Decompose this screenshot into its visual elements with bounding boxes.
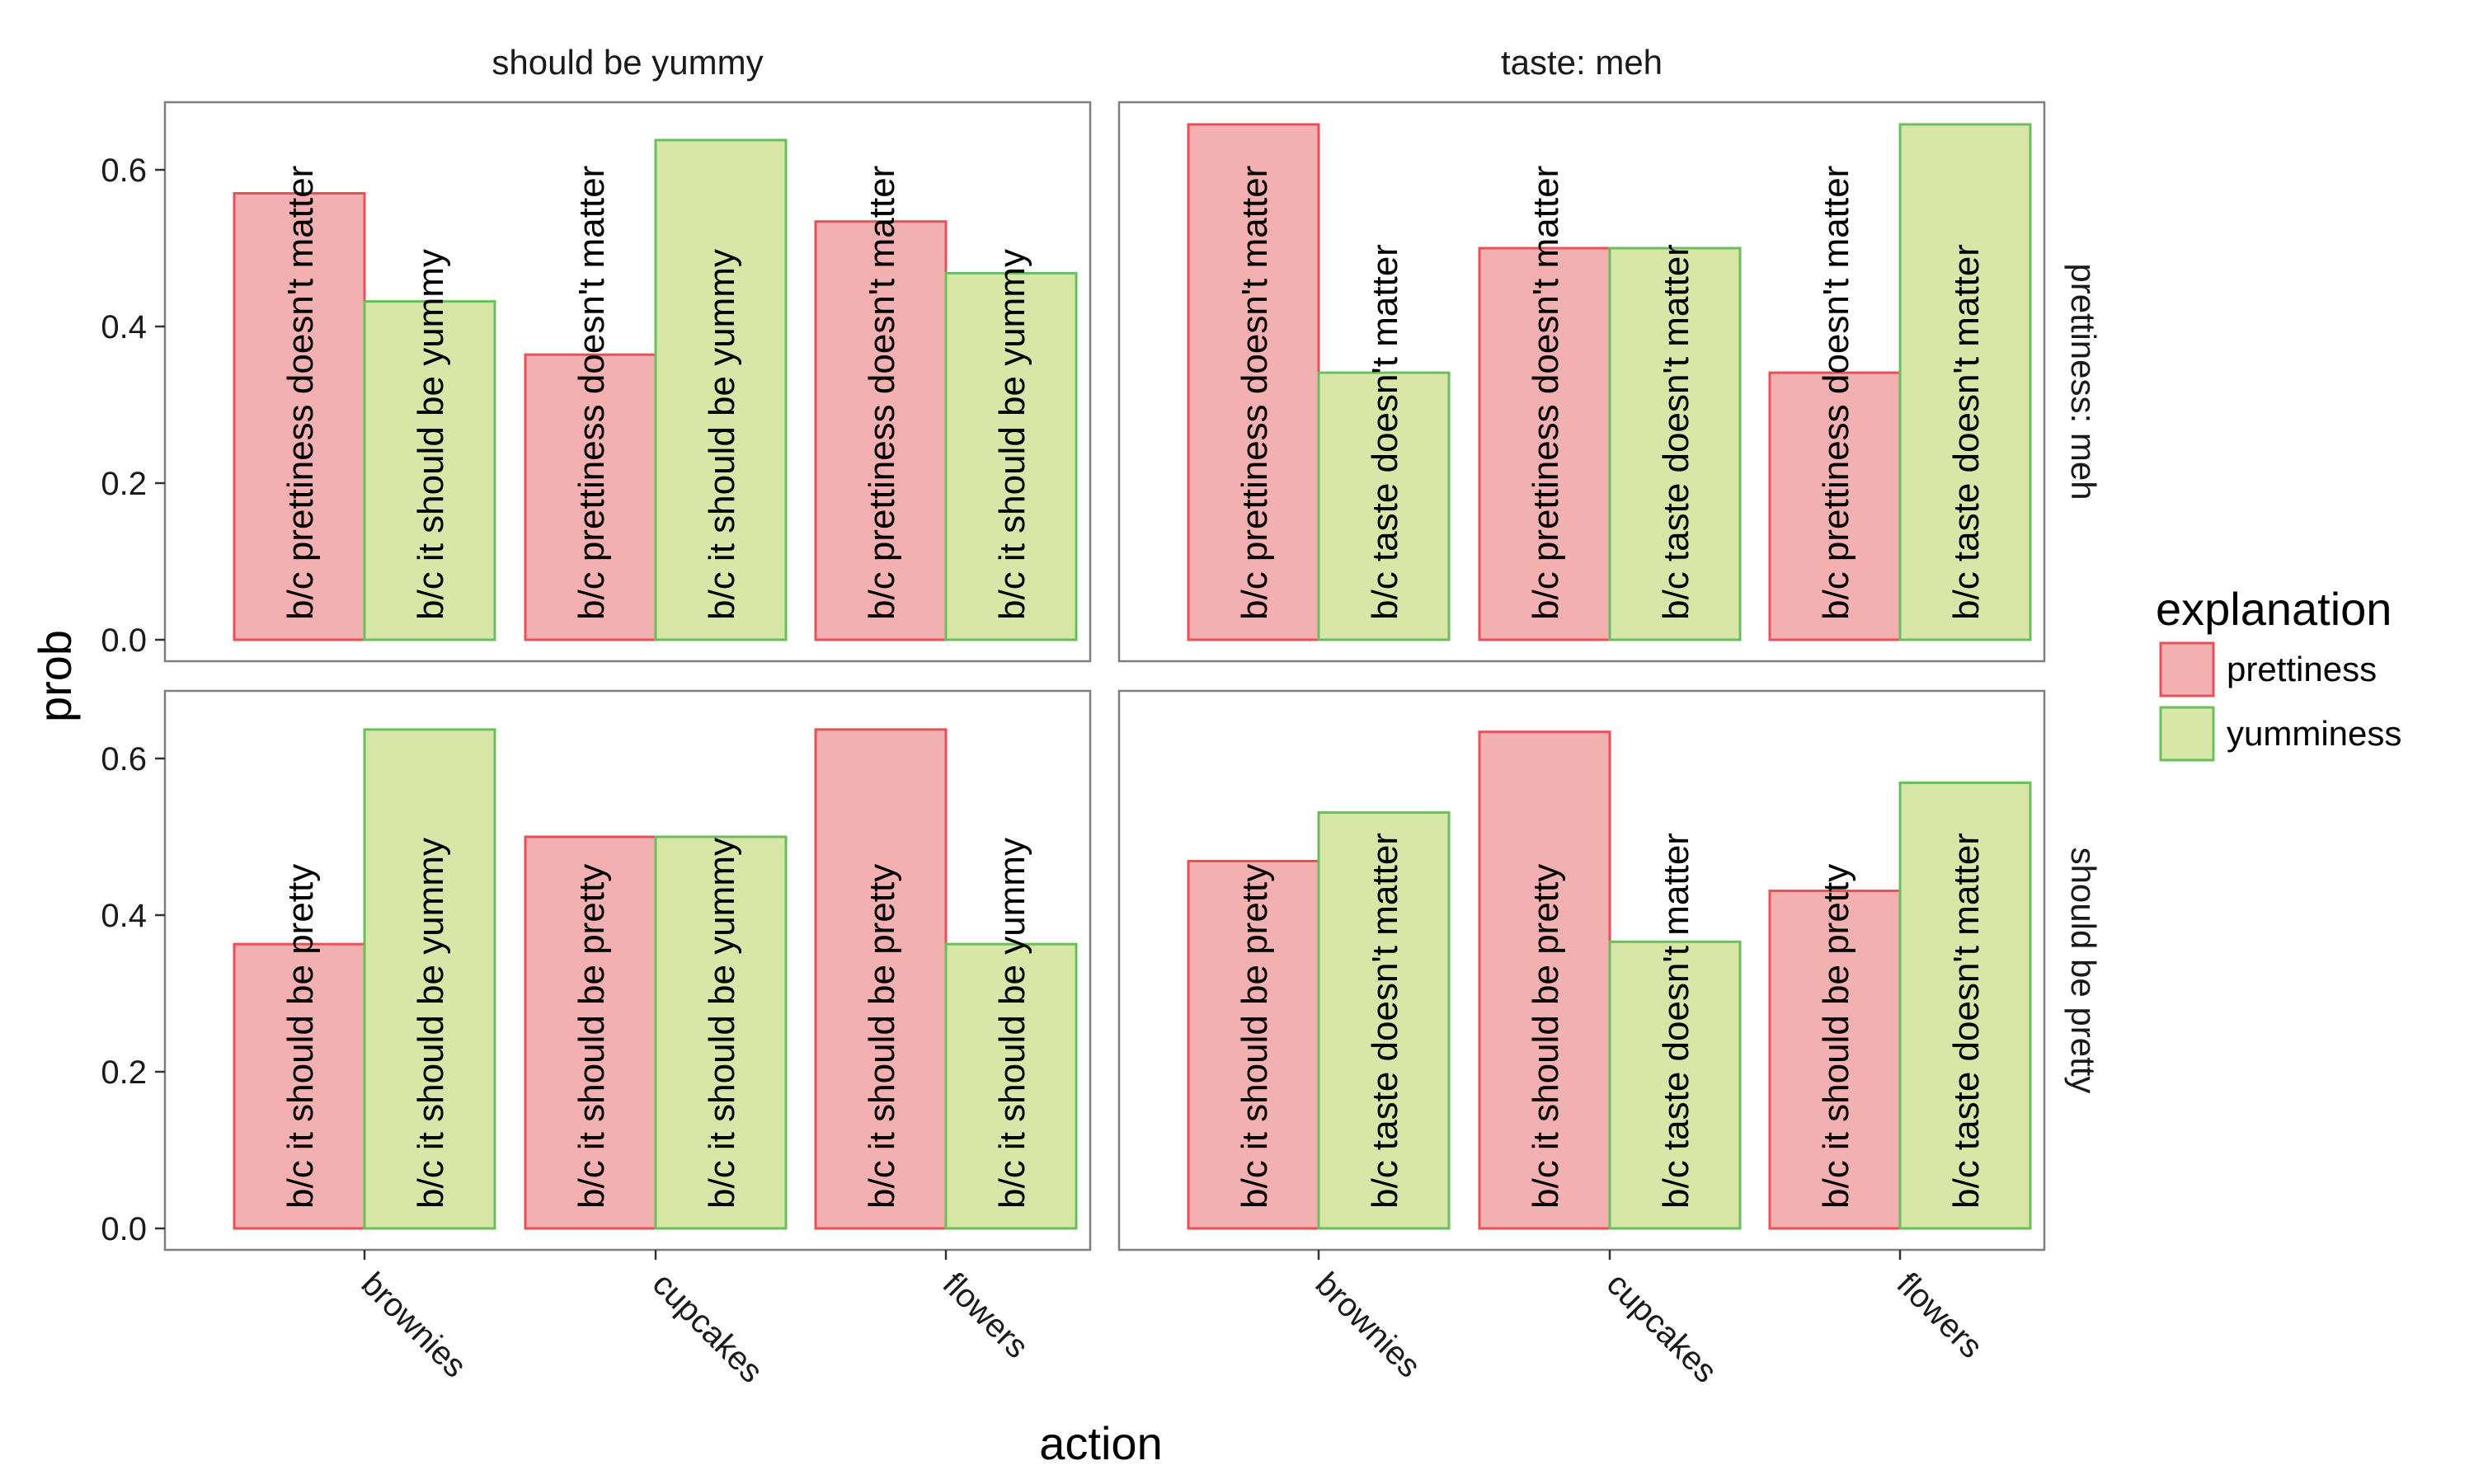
- bar-yumminess-cupcakes: [1608, 940, 1742, 1230]
- bar-label: b/c it should be yummy: [702, 249, 742, 620]
- legend-title: explanation: [2156, 583, 2392, 635]
- bar-label: b/c taste doesn't matter: [1946, 244, 1987, 620]
- bar-label: b/c taste doesn't matter: [1365, 833, 1405, 1209]
- y-tick-label: 0.4: [101, 309, 147, 345]
- bar-label: b/c prettiness doesn't matter: [1235, 166, 1275, 620]
- x-tick-label-flowers: flowers: [936, 1266, 1036, 1365]
- bar-prettiness-brownies: [233, 942, 366, 1230]
- bar-prettiness-brownies: [1187, 859, 1320, 1230]
- x-axis-title: action: [1039, 1417, 1162, 1469]
- bar-label: b/c it should be pretty: [280, 864, 321, 1209]
- bar-label: b/c prettiness doesn't matter: [571, 166, 612, 620]
- legend: explanation prettiness yumminess: [2156, 583, 2401, 762]
- bar-label: b/c taste doesn't matter: [1946, 833, 1987, 1209]
- bar-yumminess-flowers: [944, 942, 1078, 1230]
- bar-prettiness-cupcakes: [1478, 247, 1611, 641]
- bar-yumminess-brownies: [1317, 371, 1451, 641]
- bar-prettiness-flowers: [1768, 890, 1902, 1230]
- bar-yumminess-flowers: [1898, 123, 2032, 641]
- panel-0-0: b/c prettiness doesn't matter b/c prettin…: [163, 101, 1092, 663]
- bar-yumminess-brownies: [363, 728, 496, 1230]
- bar-prettiness-flowers: [814, 220, 948, 641]
- bar-yumminess-flowers: [944, 271, 1078, 641]
- y-tick-label: 0.2: [101, 466, 147, 502]
- bar-label: b/c prettiness doesn't matter: [862, 166, 902, 620]
- y-axis-title: prob: [29, 630, 81, 722]
- y-tick-label: 0.4: [101, 898, 147, 934]
- bar-label: b/c taste doesn't matter: [1656, 833, 1696, 1209]
- bar-label: b/c it should be yummy: [702, 838, 742, 1209]
- y-tick-label: 0.6: [101, 153, 147, 189]
- y-tick-label: 0.0: [101, 622, 147, 659]
- panel-0-1: b/c prettiness doesn't matter b/c prettin…: [1117, 101, 2046, 663]
- bar-label: b/c it should be pretty: [862, 864, 902, 1209]
- bar-label: b/c it should be yummy: [992, 838, 1032, 1209]
- bar-label: b/c taste doesn't matter: [1656, 244, 1696, 620]
- bar-label: b/c it should be pretty: [1526, 864, 1566, 1209]
- legend-label-yumminess: yumminess: [2227, 714, 2401, 753]
- bar-prettiness-cupcakes: [524, 835, 657, 1230]
- legend-key-yumminess: [2159, 706, 2215, 762]
- row-facet-title-0: prettiness: meh: [2064, 263, 2103, 500]
- bar-label: b/c it should be pretty: [571, 864, 612, 1209]
- bar-label: b/c prettiness doesn't matter: [1816, 166, 1856, 620]
- bar-yumminess-cupcakes: [654, 139, 788, 641]
- bar-label: b/c it should be yummy: [992, 249, 1032, 620]
- y-tick-label: 0.6: [101, 741, 147, 777]
- x-tick-label-cupcakes: cupcakes: [1600, 1266, 1724, 1390]
- legend-label-prettiness: prettiness: [2227, 650, 2377, 688]
- bar-yumminess-brownies: [1317, 811, 1451, 1230]
- legend-key-prettiness: [2159, 641, 2215, 697]
- panel-1-1: b/c it should be pretty b/c it should be …: [1117, 689, 2046, 1252]
- bar-prettiness-brownies: [1187, 123, 1320, 641]
- col-facet-title-1: taste: meh: [1501, 43, 1663, 82]
- x-tick-label-brownies: brownies: [1309, 1266, 1427, 1384]
- bar-label: b/c prettiness doesn't matter: [280, 166, 321, 620]
- bar-label: b/c prettiness doesn't matter: [1526, 166, 1566, 620]
- y-tick-label: 0.0: [101, 1211, 147, 1247]
- bar-yumminess-brownies: [363, 300, 496, 641]
- panels: b/c prettiness doesn't matter b/c prettin…: [163, 101, 2046, 1252]
- bar-label: b/c it should be pretty: [1816, 864, 1856, 1209]
- bar-prettiness-brownies: [233, 192, 366, 641]
- col-facet-title-0: should be yummy: [492, 43, 763, 82]
- panel-1-0: b/c it should be pretty b/c it should be …: [163, 689, 1092, 1252]
- bar-yumminess-cupcakes: [654, 835, 788, 1230]
- x-tick-label-flowers: flowers: [1890, 1266, 1990, 1365]
- x-tick-label-cupcakes: cupcakes: [646, 1266, 770, 1390]
- bar-yumminess-cupcakes: [1608, 247, 1742, 641]
- row-facet-title-1: should be pretty: [2064, 848, 2103, 1094]
- bar-label: b/c it should be pretty: [1235, 864, 1275, 1209]
- bar-label: b/c it should be yummy: [411, 249, 451, 620]
- bar-label: b/c taste doesn't matter: [1365, 244, 1405, 620]
- bar-yumminess-flowers: [1898, 781, 2032, 1230]
- x-tick-label-brownies: brownies: [355, 1266, 473, 1384]
- y-tick-label: 0.2: [101, 1054, 147, 1091]
- bar-prettiness-cupcakes: [524, 353, 657, 641]
- bar-prettiness-flowers: [814, 728, 948, 1230]
- bar-label: b/c it should be yummy: [411, 838, 451, 1209]
